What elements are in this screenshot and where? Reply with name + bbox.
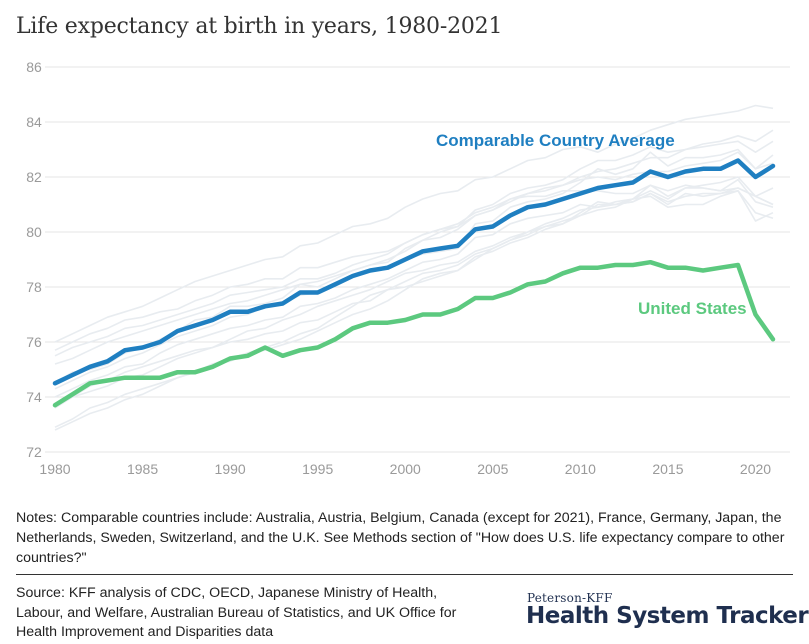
x-tick-label: 2000 xyxy=(390,461,421,477)
x-tick-label: 1980 xyxy=(39,461,70,477)
x-tick-label: 2010 xyxy=(565,461,596,477)
chart-source: Source: KFF analysis of CDC, OECD, Japan… xyxy=(16,585,457,640)
x-tick-label: 1995 xyxy=(302,461,333,477)
x-tick-label: 2020 xyxy=(740,461,771,477)
country-line xyxy=(54,129,774,351)
country-line xyxy=(54,176,774,406)
y-tick-label: 86 xyxy=(26,59,42,75)
y-tick-label: 74 xyxy=(26,389,42,405)
series-label-comparable: Comparable Country Average xyxy=(436,131,675,150)
brand-logo-small: Peterson-KFF xyxy=(527,591,613,605)
country-line xyxy=(54,104,774,343)
country-line xyxy=(54,151,774,365)
y-tick-label: 72 xyxy=(26,444,42,460)
y-tick-label: 84 xyxy=(26,114,42,130)
x-tick-label: 1985 xyxy=(127,461,158,477)
united-states-line xyxy=(52,259,776,408)
divider xyxy=(16,574,793,575)
country-line xyxy=(54,140,774,357)
country-line xyxy=(54,190,774,409)
x-tick-label: 2005 xyxy=(477,461,508,477)
y-tick-label: 80 xyxy=(26,224,42,240)
y-tick-label: 82 xyxy=(26,169,42,185)
chart-notes: Notes: Comparable countries include: Aus… xyxy=(16,510,785,566)
x-tick-label: 2015 xyxy=(652,461,683,477)
country-line xyxy=(54,178,774,384)
comparable-country-average-line xyxy=(52,158,776,386)
life-expectancy-chart: 72 74 76 78 80 82 84 86 1980 1985 1990 1995 2000 200… xyxy=(26,59,790,477)
y-tick-label: 76 xyxy=(26,334,42,350)
chart-title: Life expectancy at birth in years, 1980-… xyxy=(16,14,503,39)
series-label-us: United States xyxy=(638,299,747,318)
x-tick-label: 1990 xyxy=(215,461,246,477)
y-tick-label: 78 xyxy=(26,279,42,295)
brand-logo: Health System Tracker xyxy=(526,603,809,629)
country-line xyxy=(54,187,774,398)
